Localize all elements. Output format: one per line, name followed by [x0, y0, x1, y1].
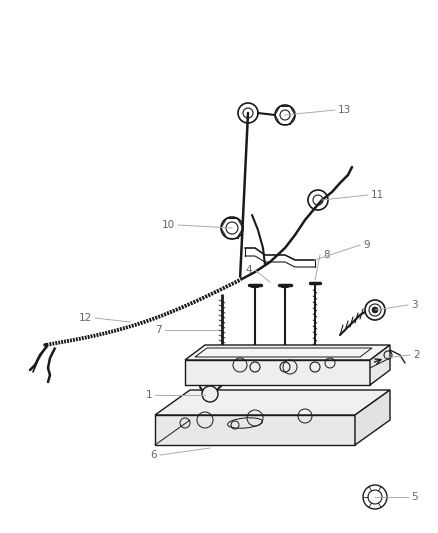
- Text: 1: 1: [145, 390, 152, 400]
- Circle shape: [372, 307, 378, 313]
- Text: 6: 6: [150, 450, 157, 460]
- Circle shape: [202, 386, 218, 402]
- Polygon shape: [185, 360, 370, 385]
- Polygon shape: [185, 345, 390, 360]
- Text: 3: 3: [411, 300, 417, 310]
- Text: 13: 13: [338, 105, 351, 115]
- Text: 12: 12: [79, 313, 92, 323]
- Polygon shape: [155, 390, 390, 415]
- Polygon shape: [355, 390, 390, 445]
- Text: 11: 11: [371, 190, 384, 200]
- Polygon shape: [370, 345, 390, 385]
- Text: 5: 5: [411, 492, 417, 502]
- Text: 2: 2: [413, 350, 420, 360]
- Polygon shape: [155, 415, 355, 445]
- Text: 4: 4: [245, 265, 252, 275]
- Text: 8: 8: [323, 250, 330, 260]
- Text: 9: 9: [363, 240, 370, 250]
- Text: 10: 10: [162, 220, 175, 230]
- Text: 7: 7: [155, 325, 162, 335]
